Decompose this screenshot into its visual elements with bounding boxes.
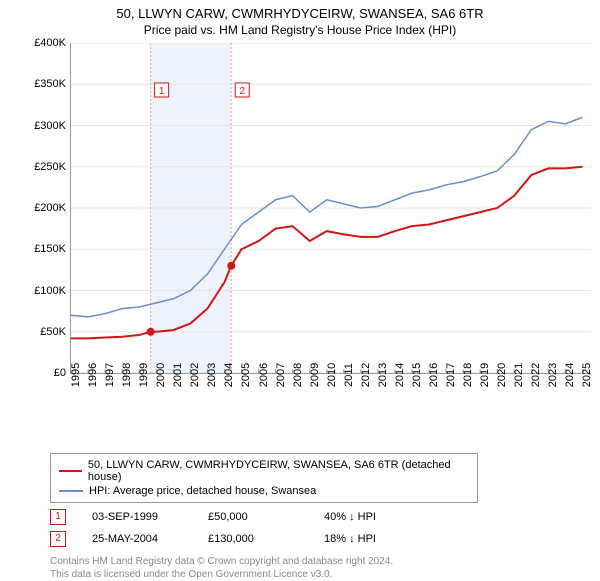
x-tick-label: 2005 <box>240 363 252 387</box>
event-date: 03-SEP-1999 <box>92 511 182 523</box>
x-tick-label: 2000 <box>155 363 167 387</box>
x-tick-label: 2008 <box>292 363 304 387</box>
svg-text:2: 2 <box>239 86 245 97</box>
y-tick-label: £50K <box>40 326 66 338</box>
legend-swatch <box>59 490 83 492</box>
x-tick-label: 2018 <box>462 363 474 387</box>
x-tick-label: 2009 <box>309 363 321 387</box>
legend-label: 50, LLWYN CARW, CWMRHYDYCEIRW, SWANSEA, … <box>88 459 469 483</box>
event-date: 25-MAY-2004 <box>92 533 182 545</box>
event-delta: 40% ↓ HPI <box>324 511 414 523</box>
x-tick-label: 2024 <box>564 363 576 387</box>
y-tick-label: £200K <box>34 202 66 214</box>
y-tick-label: £250K <box>34 161 66 173</box>
x-tick-label: 1996 <box>87 363 99 387</box>
event-marker: 2 <box>50 531 66 547</box>
x-tick-label: 1997 <box>104 363 116 387</box>
event-price: £130,000 <box>208 533 298 545</box>
x-tick-label: 2012 <box>360 363 372 387</box>
y-tick-label: £0 <box>54 367 66 379</box>
y-tick-label: £350K <box>34 78 66 90</box>
x-tick-label: 2003 <box>206 363 218 387</box>
y-tick-label: £150K <box>34 243 66 255</box>
event-price: £50,000 <box>208 511 298 523</box>
x-tick-label: 2001 <box>172 363 184 387</box>
chart-title-address: 50, LLWYN CARW, CWMRHYDYCEIRW, SWANSEA, … <box>0 6 600 21</box>
legend-row: 50, LLWYN CARW, CWMRHYDYCEIRW, SWANSEA, … <box>59 458 469 484</box>
x-tick-label: 2002 <box>189 363 201 387</box>
license-text: Contains HM Land Registry data © Crown c… <box>50 555 600 581</box>
legend-label: HPI: Average price, detached house, Swan… <box>89 485 316 497</box>
x-tick-label: 2017 <box>445 363 457 387</box>
x-tick-label: 2016 <box>428 363 440 387</box>
x-tick-label: 2014 <box>394 363 406 387</box>
x-tick-label: 2010 <box>326 363 338 387</box>
y-tick-label: £400K <box>34 37 66 49</box>
legend-row: HPI: Average price, detached house, Swan… <box>59 484 469 498</box>
event-row: 1 03-SEP-1999 £50,000 40% ↓ HPI <box>50 509 600 525</box>
event-marker: 1 <box>50 509 66 525</box>
chart-area: 12 £0£50K£100K£150K£200K£250K£300K£350K£… <box>30 43 590 403</box>
x-tick-label: 2023 <box>547 363 559 387</box>
event-delta: 18% ↓ HPI <box>324 533 414 545</box>
x-tick-label: 2013 <box>377 363 389 387</box>
y-tick-label: £100K <box>34 285 66 297</box>
event-row: 2 25-MAY-2004 £130,000 18% ↓ HPI <box>50 531 600 547</box>
x-tick-label: 2011 <box>343 363 355 387</box>
x-tick-label: 2021 <box>513 363 525 387</box>
license-line-2: This data is licensed under the Open Gov… <box>50 568 600 581</box>
legend-swatch <box>59 470 82 472</box>
x-tick-label: 1999 <box>138 363 150 387</box>
chart-title-sub: Price paid vs. HM Land Registry's House … <box>0 23 600 37</box>
license-line-1: Contains HM Land Registry data © Crown c… <box>50 555 600 568</box>
x-tick-label: 2004 <box>223 363 235 387</box>
x-tick-label: 2015 <box>411 363 423 387</box>
x-tick-label: 2020 <box>496 363 508 387</box>
svg-text:1: 1 <box>159 86 165 97</box>
x-tick-label: 2022 <box>530 363 542 387</box>
y-tick-label: £300K <box>34 120 66 132</box>
x-tick-label: 1998 <box>121 363 133 387</box>
chart-svg: 12 <box>70 43 591 374</box>
x-tick-label: 2019 <box>479 363 491 387</box>
x-tick-label: 2025 <box>581 363 593 387</box>
legend-box: 50, LLWYN CARW, CWMRHYDYCEIRW, SWANSEA, … <box>50 453 478 503</box>
x-tick-label: 2006 <box>258 363 270 387</box>
x-tick-label: 2007 <box>275 363 287 387</box>
x-tick-label: 1995 <box>70 363 82 387</box>
